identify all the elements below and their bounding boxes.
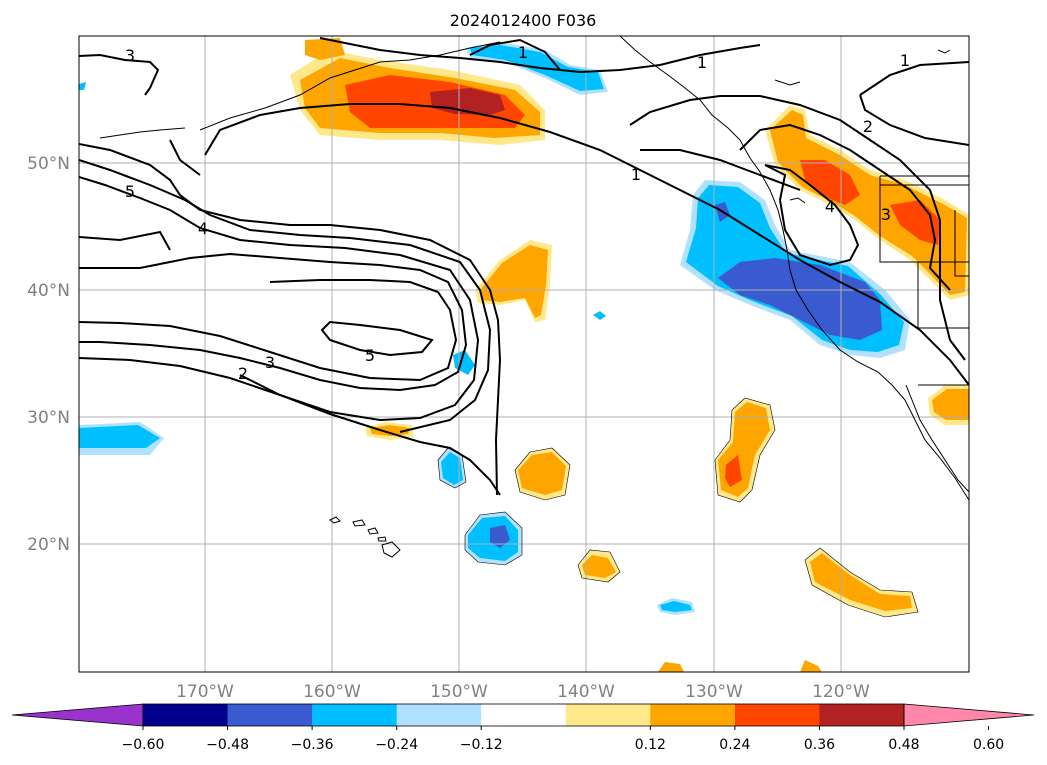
negative-anomaly-region <box>660 601 692 612</box>
colorbar-bin <box>650 704 736 726</box>
colorbar-bin <box>734 704 820 726</box>
positive-anomaly-region <box>480 245 548 318</box>
contour-label: 2 <box>863 117 873 136</box>
contour-label: 2 <box>238 364 248 383</box>
colorbar-tick-label: 0.24 <box>719 737 750 753</box>
contour-label: 4 <box>198 219 208 238</box>
map-frame <box>78 35 970 673</box>
map-title: 2024012400 F036 <box>450 11 597 30</box>
map-area: 1 1 1 1 2 2 3 3 3 4 4 5 5 <box>78 35 970 673</box>
positive-anomaly-region <box>800 160 860 205</box>
lon-label-170w: 170°W <box>176 682 234 702</box>
colorbar-bin <box>565 704 651 726</box>
colorbar-tick-label: 0.12 <box>635 737 666 753</box>
contour-label: 1 <box>900 51 910 70</box>
colorbar-tick-label: −0.24 <box>375 737 418 753</box>
lon-label-140w: 140°W <box>557 682 615 702</box>
contour-lines <box>79 37 969 496</box>
contour-label: 3 <box>265 353 275 372</box>
contour-label: 5 <box>125 182 135 201</box>
lon-label-120w: 120°W <box>812 682 870 702</box>
colorbar-tick-label: −0.36 <box>291 737 334 753</box>
colorbar-extend-min <box>11 703 144 727</box>
contour-label: 4 <box>825 197 835 216</box>
lat-label-40n: 40°N <box>27 281 70 301</box>
negative-anomaly-region <box>79 425 160 448</box>
lat-label-50n: 50°N <box>27 154 70 174</box>
negative-anomaly-region <box>441 452 463 485</box>
positive-anomaly-region <box>932 389 969 420</box>
longitude-labels: 170°W 160°W 150°W 140°W 130°W 120°W <box>176 682 870 702</box>
colorbar-bin <box>143 704 229 726</box>
positive-anomaly-region <box>810 553 912 611</box>
colorbar-extend-max <box>903 703 1035 727</box>
latitude-labels: 50°N 40°N 30°N 20°N <box>27 154 70 555</box>
gridlines <box>79 36 969 672</box>
colorbar-tick-label: −0.48 <box>206 737 249 753</box>
colorbar-segments <box>11 703 1035 727</box>
colorbar-frame <box>142 703 905 727</box>
contour-label: 3 <box>125 46 135 65</box>
positive-anomaly-region <box>582 555 616 578</box>
positive-anomaly-region <box>725 455 742 487</box>
positive-anomaly-region <box>305 38 345 60</box>
colorbar-bin <box>227 704 313 726</box>
contour-label: 1 <box>631 165 641 184</box>
colorbar-tick-label: 0.60 <box>973 737 1004 753</box>
colorbar-bin <box>396 704 482 726</box>
colorbar-bin <box>312 704 398 726</box>
contour-label: 5 <box>365 346 375 365</box>
colorbar-tick-label: 0.48 <box>888 737 919 753</box>
colorbar: −0.60 −0.48 −0.36 −0.24 −0.12 0.12 0.24 0.36 0.4… <box>11 703 1035 753</box>
positive-anomaly-region <box>770 110 967 295</box>
lat-label-20n: 20°N <box>27 535 70 555</box>
lon-label-130w: 130°W <box>685 682 743 702</box>
contour-labels: 1 1 1 1 2 2 3 3 3 4 4 5 5 <box>125 43 910 383</box>
colorbar-tick-label: −0.12 <box>460 737 503 753</box>
negative-anomaly-region <box>79 82 86 90</box>
hawaii-islands <box>329 516 401 558</box>
shading-outlines <box>437 397 919 618</box>
positive-anomaly-region <box>370 425 410 436</box>
colorbar-tick-label: 0.36 <box>804 737 835 753</box>
shaded-fields <box>79 38 969 672</box>
contour-label: 1 <box>697 53 707 72</box>
contour-label: 1 <box>518 43 528 62</box>
colorbar-bin <box>481 704 567 726</box>
positive-anomaly-region <box>800 660 822 672</box>
lon-label-150w: 150°W <box>430 682 488 702</box>
positive-anomaly-region <box>658 662 684 672</box>
contour-label: 3 <box>881 205 891 224</box>
colorbar-tick-label: −0.60 <box>122 737 165 753</box>
lon-label-160w: 160°W <box>303 682 361 702</box>
colorbar-bin <box>819 704 905 726</box>
negative-anomaly-region <box>593 311 606 320</box>
colorbar-ticks: −0.60 −0.48 −0.36 −0.24 −0.12 0.12 0.24 0.36 0.4… <box>122 726 1004 753</box>
lat-label-30n: 30°N <box>27 408 70 428</box>
positive-anomaly-region <box>518 452 566 495</box>
negative-anomaly-region <box>490 525 510 548</box>
